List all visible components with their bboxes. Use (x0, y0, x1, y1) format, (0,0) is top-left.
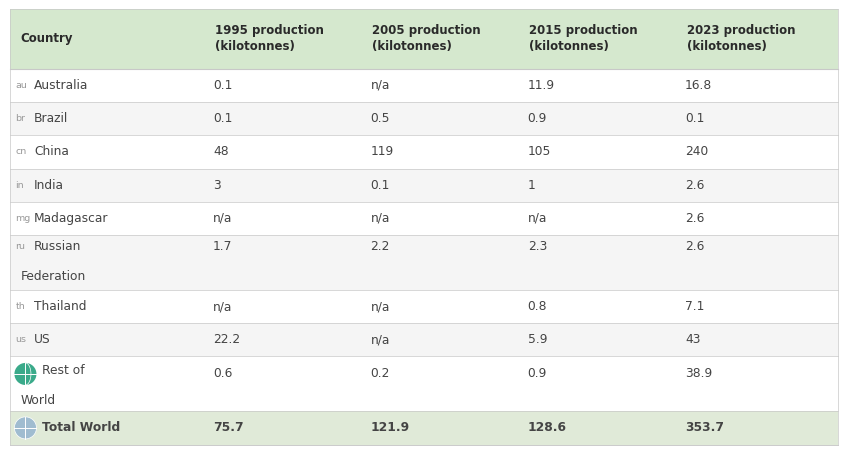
Text: n/a: n/a (371, 333, 390, 346)
Bar (10, 135, 838, 168)
Text: 2.6: 2.6 (685, 239, 705, 252)
Text: 2.6: 2.6 (685, 212, 705, 225)
Text: us: us (15, 335, 26, 344)
Ellipse shape (14, 363, 36, 385)
Text: n/a: n/a (371, 212, 390, 225)
Text: 2.2: 2.2 (371, 239, 390, 252)
Text: Russian: Russian (34, 239, 81, 252)
Text: 0.1: 0.1 (685, 112, 705, 125)
Text: 0.1: 0.1 (371, 179, 390, 192)
Text: n/a: n/a (213, 212, 232, 225)
Bar (10, 235, 838, 290)
Bar (10, 411, 838, 445)
Text: 2005 production
(kilotonnes): 2005 production (kilotonnes) (372, 24, 481, 53)
Bar (10, 357, 838, 411)
Text: 353.7: 353.7 (685, 422, 724, 434)
Text: 0.5: 0.5 (371, 112, 390, 125)
Text: 48: 48 (213, 145, 229, 158)
Bar (10, 290, 838, 323)
Text: n/a: n/a (371, 300, 390, 313)
Bar (10, 9, 838, 69)
Text: 0.6: 0.6 (213, 367, 232, 380)
Text: 5.9: 5.9 (527, 333, 547, 346)
Text: 0.2: 0.2 (371, 367, 390, 380)
Text: World: World (20, 394, 55, 407)
Text: India: India (34, 179, 64, 192)
Text: 1.7: 1.7 (213, 239, 232, 252)
Text: 38.9: 38.9 (685, 367, 712, 380)
Text: 2.6: 2.6 (685, 179, 705, 192)
Text: br: br (15, 114, 25, 123)
Text: n/a: n/a (527, 212, 547, 225)
Text: 3: 3 (213, 179, 220, 192)
Text: 2023 production
(kilotonnes): 2023 production (kilotonnes) (687, 24, 795, 53)
Bar (10, 69, 838, 102)
Text: Federation: Federation (20, 270, 86, 283)
Text: Thailand: Thailand (34, 300, 86, 313)
Text: 0.8: 0.8 (527, 300, 547, 313)
Text: cn: cn (15, 147, 26, 156)
Text: 0.9: 0.9 (527, 112, 547, 125)
Bar (10, 202, 838, 235)
Text: Australia: Australia (34, 79, 88, 92)
Text: US: US (34, 333, 51, 346)
Text: Brazil: Brazil (34, 112, 68, 125)
Text: 0.1: 0.1 (213, 112, 232, 125)
Text: mg: mg (15, 214, 31, 223)
Text: 22.2: 22.2 (213, 333, 240, 346)
Text: 128.6: 128.6 (527, 422, 566, 434)
Text: 2.3: 2.3 (527, 239, 547, 252)
Text: 240: 240 (685, 145, 708, 158)
Text: 75.7: 75.7 (213, 422, 243, 434)
Text: 1995 production
(kilotonnes): 1995 production (kilotonnes) (215, 24, 324, 53)
Text: 121.9: 121.9 (371, 422, 410, 434)
Text: 0.9: 0.9 (527, 367, 547, 380)
Text: Madagascar: Madagascar (34, 212, 109, 225)
Text: ru: ru (15, 242, 25, 251)
Text: Rest of: Rest of (42, 364, 85, 377)
Ellipse shape (14, 417, 36, 439)
Text: Country: Country (20, 32, 73, 45)
Text: 1: 1 (527, 179, 535, 192)
Text: 43: 43 (685, 333, 700, 346)
Text: n/a: n/a (213, 300, 232, 313)
Text: 11.9: 11.9 (527, 79, 555, 92)
Text: 16.8: 16.8 (685, 79, 712, 92)
Text: 105: 105 (527, 145, 551, 158)
Text: n/a: n/a (371, 79, 390, 92)
Text: in: in (15, 180, 24, 189)
Text: 0.1: 0.1 (213, 79, 232, 92)
Text: th: th (15, 302, 25, 311)
Text: 119: 119 (371, 145, 393, 158)
Text: au: au (15, 81, 27, 90)
Text: 2015 production
(kilotonnes): 2015 production (kilotonnes) (529, 24, 638, 53)
Text: 7.1: 7.1 (685, 300, 705, 313)
Bar (10, 102, 838, 135)
Text: China: China (34, 145, 69, 158)
Bar (10, 323, 838, 357)
Bar (10, 168, 838, 202)
Text: Total World: Total World (42, 422, 120, 434)
